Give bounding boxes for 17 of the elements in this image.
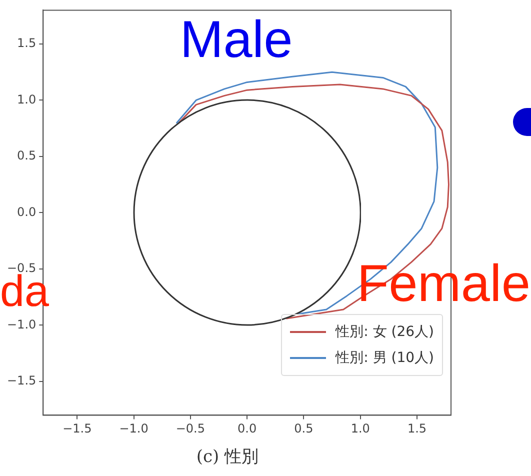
x-tick-label: −1.0 <box>119 422 148 436</box>
y-tick-label: −1.0 <box>7 317 36 332</box>
x-tick-label: 1.5 <box>407 422 427 436</box>
y-tick-label: 1.5 <box>17 36 36 50</box>
y-tick-label: 0.5 <box>17 148 36 163</box>
legend-label: 性別: 男 (10人) <box>336 349 434 367</box>
text: (c) 性別 <box>196 447 259 468</box>
x-tick-label: 0.5 <box>294 422 314 436</box>
y-tick-label: 1.0 <box>17 92 36 106</box>
y-tick-label: 0.0 <box>17 204 36 219</box>
x-tick-label: 0.0 <box>238 422 257 436</box>
annotation: Male <box>180 11 293 69</box>
x-tick-label: −1.5 <box>62 422 92 436</box>
x-tick-label: 1.0 <box>350 422 370 436</box>
y-tick-label: −1.5 <box>7 374 36 388</box>
legend-label: 性別: 女 (26人) <box>336 323 434 341</box>
x-tick-label: −0.5 <box>176 422 205 436</box>
